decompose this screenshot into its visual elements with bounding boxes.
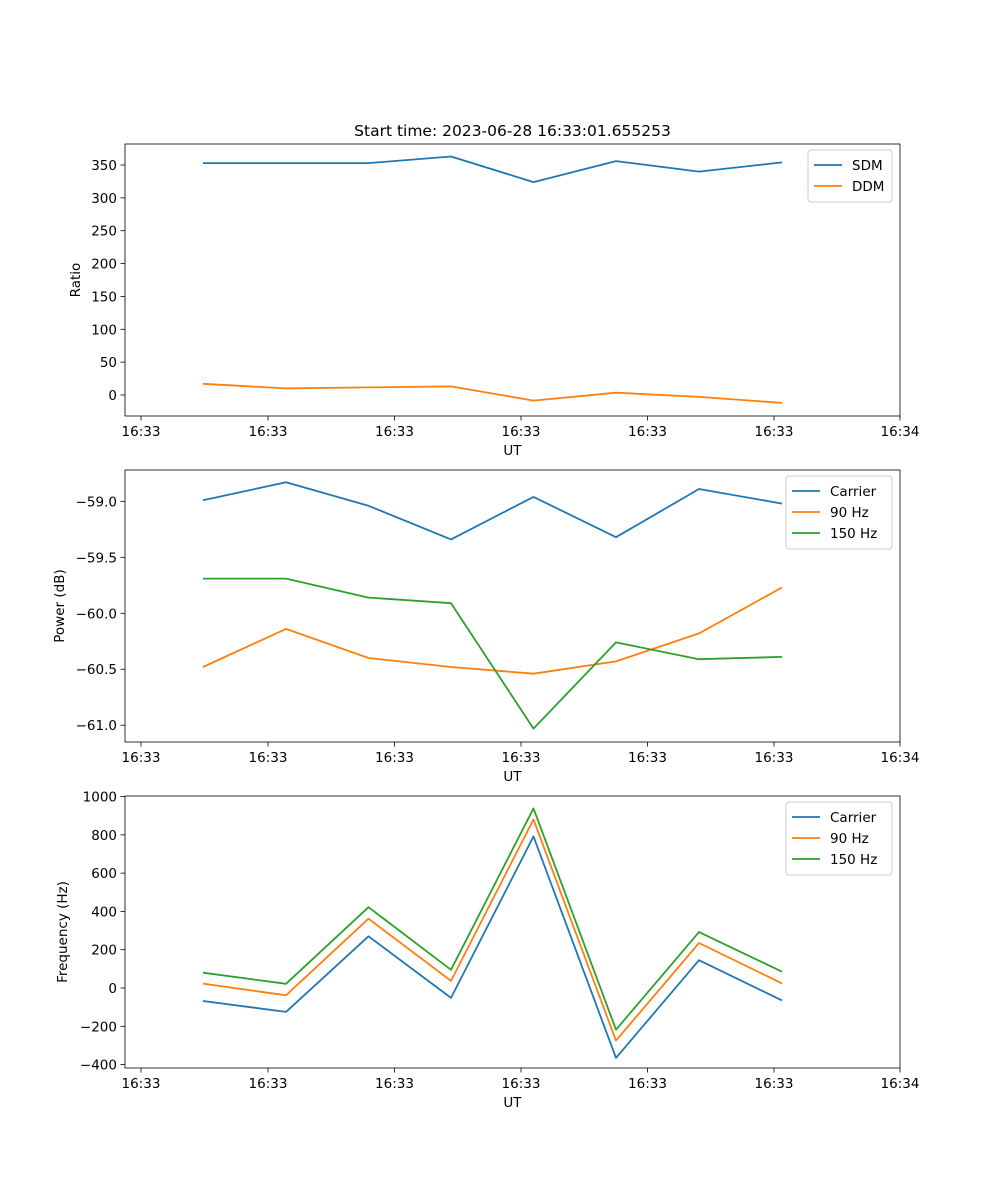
- y-axis-label: Frequency (Hz): [55, 881, 71, 983]
- legend-label: 150 Hz: [830, 526, 877, 542]
- series-line-carrier: [202, 481, 783, 541]
- y-tick-label: −400: [80, 1058, 117, 1074]
- x-tick-label: 16:33: [755, 750, 794, 766]
- x-tick-label: 16:33: [249, 424, 288, 440]
- y-tick-label: 300: [91, 191, 117, 207]
- y-tick-label: 50: [100, 355, 117, 371]
- x-tick-label: 16:34: [881, 750, 920, 766]
- series-line-150-hz: [203, 577, 783, 730]
- legend-label: DDM: [852, 179, 884, 195]
- x-tick-label: 16:34: [881, 1076, 920, 1092]
- y-tick-label: 150: [91, 289, 117, 305]
- y-tick-label: 250: [91, 224, 117, 240]
- x-tick-label: 16:33: [249, 750, 288, 766]
- y-tick-label: 800: [91, 828, 117, 844]
- x-tick-label: 16:33: [122, 750, 161, 766]
- legend-label: SDM: [852, 158, 883, 174]
- legend-label: Carrier: [830, 810, 877, 826]
- series-line-carrier: [202, 835, 783, 1059]
- legend-box: [807, 149, 893, 203]
- legend-label: 150 Hz: [830, 852, 877, 868]
- y-tick-label: −60.0: [76, 606, 117, 622]
- y-tick-label: 400: [91, 904, 117, 920]
- y-tick-label: −200: [80, 1019, 117, 1035]
- legend: SDM DDM: [807, 149, 893, 203]
- y-tick-label: 100: [91, 322, 117, 338]
- chart-panels: 16:33 16:33 16:33 16:33 16:33 16:33 16:34 0 50 10…: [52, 143, 920, 1111]
- y-tick-label: 0: [108, 388, 117, 404]
- x-tick-label: 16:33: [122, 1076, 161, 1092]
- x-axis-label: UT: [503, 769, 522, 785]
- legend-label: 90 Hz: [830, 831, 869, 847]
- series-line-90-hz: [202, 818, 783, 1042]
- chart-panel-1: 16:33 16:33 16:33 16:33 16:33 16:33 16:34 0 50 10…: [68, 143, 920, 459]
- series-line-ddm: [202, 382, 783, 404]
- x-tick-label: 16:34: [881, 424, 920, 440]
- x-tick-label: 16:33: [502, 1076, 541, 1092]
- x-tick-label: 16:33: [502, 424, 541, 440]
- legend-label: 90 Hz: [830, 505, 869, 521]
- legend-box: [785, 475, 893, 550]
- x-tick-label: 16:33: [755, 424, 794, 440]
- x-axis-label: UT: [503, 1095, 522, 1111]
- legend-label: Carrier: [830, 484, 877, 500]
- plot-frame: [124, 143, 901, 417]
- y-tick-label: 350: [91, 158, 117, 174]
- series-line-150-hz: [202, 807, 783, 1031]
- y-tick-label: −59.5: [76, 550, 117, 566]
- plot-frame: [124, 469, 901, 743]
- chart-panel-3: 16:33 16:33 16:33 16:33 16:33 16:33 16:34 −400 −…: [55, 790, 919, 1111]
- series-line-90-hz: [202, 586, 783, 675]
- legend: Carrier 90 Hz 150 Hz: [785, 475, 893, 550]
- legend-box: [785, 801, 893, 876]
- plot-frame: [124, 795, 901, 1069]
- y-tick-label: −60.5: [76, 662, 117, 678]
- x-tick-label: 16:33: [502, 750, 541, 766]
- x-tick-label: 16:33: [249, 1076, 288, 1092]
- y-tick-label: 200: [91, 943, 117, 959]
- x-tick-label: 16:33: [628, 424, 667, 440]
- x-tick-label: 16:33: [375, 750, 414, 766]
- x-axis-label: UT: [503, 443, 522, 459]
- x-tick-label: 16:33: [375, 424, 414, 440]
- y-axis-label: Power (dB): [52, 569, 68, 642]
- x-tick-label: 16:33: [628, 1076, 667, 1092]
- y-tick-label: −61.0: [76, 718, 117, 734]
- y-tick-label: −59.0: [76, 494, 117, 510]
- y-tick-label: 200: [91, 257, 117, 273]
- chart-panel-2: 16:33 16:33 16:33 16:33 16:33 16:33 16:34 −61.0…: [52, 469, 920, 785]
- series-line-sdm: [203, 155, 783, 184]
- legend: Carrier 90 Hz 150 Hz: [785, 801, 893, 876]
- y-tick-label: 1000: [83, 790, 117, 806]
- y-axis-label: Ratio: [68, 263, 84, 298]
- x-tick-label: 16:33: [375, 1076, 414, 1092]
- figure-title: Start time: 2023-06-28 16:33:01.655253: [354, 122, 671, 140]
- y-tick-label: 0: [108, 981, 117, 997]
- x-tick-label: 16:33: [122, 424, 161, 440]
- x-tick-label: 16:33: [755, 1076, 794, 1092]
- x-tick-label: 16:33: [628, 750, 667, 766]
- y-tick-label: 600: [91, 866, 117, 882]
